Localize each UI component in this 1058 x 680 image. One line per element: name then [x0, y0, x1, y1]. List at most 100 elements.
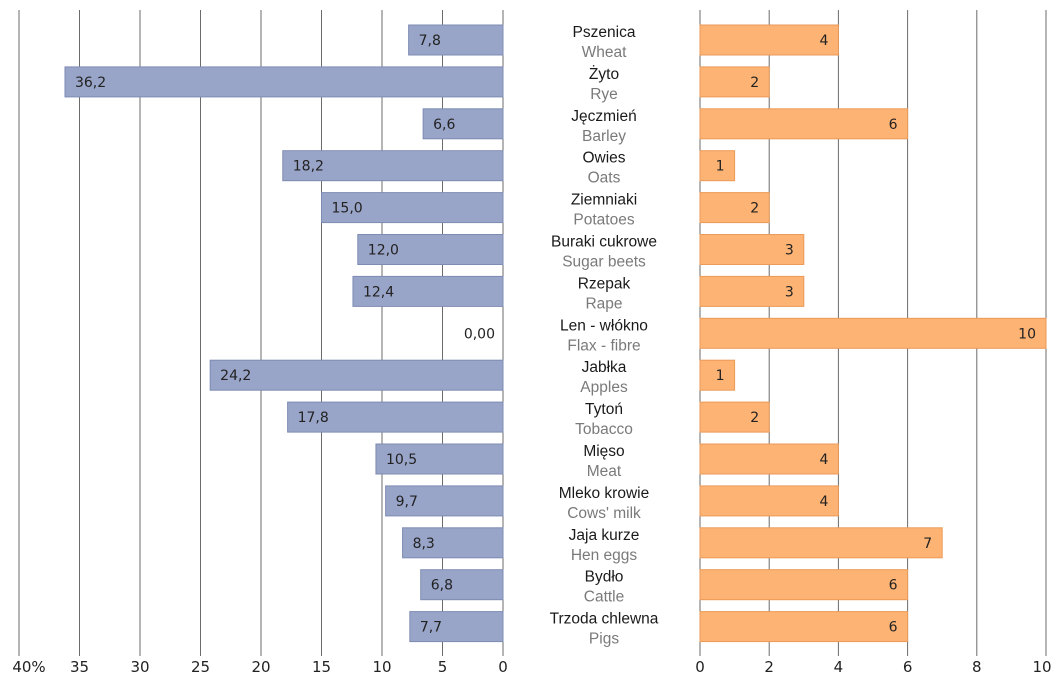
category-name-pl: Żyto	[589, 65, 619, 83]
right-bar	[699, 275, 805, 307]
category-name-pl: Jaja kurze	[569, 527, 640, 544]
category-name-en: Oats	[588, 170, 621, 187]
category-name-pl: Mleko krowie	[559, 485, 649, 502]
category-name-en: Hen eggs	[571, 547, 638, 564]
category-name-en: Rape	[585, 295, 622, 312]
left-tick-label: 35	[70, 658, 89, 676]
left-value-label: 18,2	[293, 159, 324, 175]
right-bar	[699, 108, 909, 140]
left-value-label: 6,8	[431, 578, 453, 594]
right-value-label: 6	[889, 578, 898, 594]
right-bar	[699, 359, 736, 391]
right-axis-ticks: 0 2 4 6 8 10	[695, 658, 1051, 676]
left-value-label: 9,7	[396, 494, 418, 510]
left-bar	[209, 359, 504, 391]
left-bar	[422, 108, 504, 140]
category-name-pl: Buraki cukrowe	[551, 234, 657, 251]
right-value-label: 1	[716, 368, 725, 384]
right-value-label: 3	[785, 243, 794, 259]
category-name-en: Flax - fibre	[567, 337, 640, 354]
left-value-label: 7,7	[420, 620, 442, 636]
category-name-en: Potatoes	[573, 212, 634, 229]
left-value-labels: 7,8 36,2 6,6 18,2 15,0 12,0 12,4 0,00 24,2 17,8 10…	[75, 33, 495, 636]
right-value-label: 1	[716, 159, 725, 175]
left-bar	[352, 275, 504, 307]
category-name-en: Pigs	[589, 631, 619, 648]
right-bar	[699, 485, 839, 517]
right-value-label: 2	[750, 201, 759, 217]
left-bar	[408, 24, 504, 56]
category-name-pl: Jabłka	[582, 359, 627, 376]
right-bar	[699, 234, 805, 265]
category-label: Mięso Meat	[583, 443, 624, 480]
left-tick-label: 30	[130, 658, 149, 676]
left-bar	[420, 569, 504, 601]
category-label: Ziemniaki Potatoes	[571, 192, 637, 229]
category-label: Mleko krowie Cows' milk	[559, 485, 649, 522]
right-bar	[699, 150, 736, 182]
category-label: Jęczmień Barley	[571, 108, 636, 145]
right-value-label: 7	[923, 536, 932, 552]
category-name-en: Meat	[587, 463, 622, 480]
left-tick-label: 40%	[12, 658, 45, 676]
right-tick-label: 4	[834, 658, 844, 676]
right-value-label: 4	[819, 33, 828, 49]
category-name-en: Cows' milk	[567, 505, 641, 522]
category-name-en: Rye	[590, 86, 618, 103]
right-tick-label: 2	[764, 658, 774, 676]
right-bar-series	[699, 24, 1047, 643]
right-value-label: 2	[750, 75, 759, 91]
right-value-label: 4	[819, 494, 828, 510]
left-value-label: 8,3	[413, 536, 435, 552]
category-name-en: Barley	[582, 128, 626, 145]
left-bar	[409, 611, 504, 643]
right-value-labels: 4 2 6 1 2 3 3 10 1 2 4 4 7 6 6	[716, 33, 1036, 636]
category-name-pl: Owies	[582, 150, 625, 167]
left-bar	[357, 234, 504, 265]
category-label: Pszenica Wheat	[573, 24, 636, 61]
left-bar	[321, 192, 504, 224]
category-label: Rzepak Rape	[578, 275, 631, 312]
category-name-en: Apples	[580, 379, 628, 396]
left-value-label: 15,0	[332, 201, 363, 217]
right-tick-label: 10	[1032, 658, 1051, 676]
left-value-label: 36,2	[75, 75, 106, 91]
left-value-label: 24,2	[220, 368, 251, 384]
left-value-label: 12,4	[363, 284, 394, 300]
left-bar	[375, 443, 504, 475]
category-name-pl: Jęczmień	[571, 108, 636, 125]
right-bar	[699, 401, 770, 433]
category-label: Buraki cukrowe Sugar beets	[551, 234, 657, 271]
left-value-label: 0,00	[464, 326, 495, 342]
category-label: Bydło Cattle	[584, 569, 625, 606]
right-tick-label: 0	[695, 658, 705, 676]
left-tick-label: 15	[312, 658, 331, 676]
right-bar	[699, 192, 770, 224]
right-bar	[699, 66, 770, 98]
category-name-pl: Ziemniaki	[571, 192, 637, 209]
left-bar	[282, 150, 504, 182]
right-bar	[699, 569, 909, 601]
category-name-en: Sugar beets	[562, 254, 646, 271]
right-bar	[699, 317, 1047, 349]
category-label: Jabłka Apples	[580, 359, 628, 396]
category-name-en: Wheat	[582, 44, 627, 61]
left-tick-label: 25	[191, 658, 210, 676]
category-label: Tytoń Tobacco	[575, 401, 633, 438]
left-bar	[402, 527, 504, 559]
left-value-label: 17,8	[298, 410, 329, 426]
category-name-pl: Len - włókno	[560, 317, 648, 334]
right-bar	[699, 611, 909, 643]
category-label: Trzoda chlewna Pigs	[550, 611, 659, 648]
right-bar	[699, 527, 943, 559]
left-value-label: 10,5	[386, 452, 417, 468]
right-tick-label: 6	[903, 658, 913, 676]
category-label: Żyto Rye	[589, 65, 619, 103]
category-name-pl: Mięso	[583, 443, 624, 460]
category-name-pl: Bydło	[585, 569, 624, 586]
category-label: Owies Oats	[582, 150, 625, 187]
left-value-label: 6,6	[433, 117, 455, 133]
left-bar	[385, 485, 504, 517]
right-value-label: 4	[819, 452, 828, 468]
